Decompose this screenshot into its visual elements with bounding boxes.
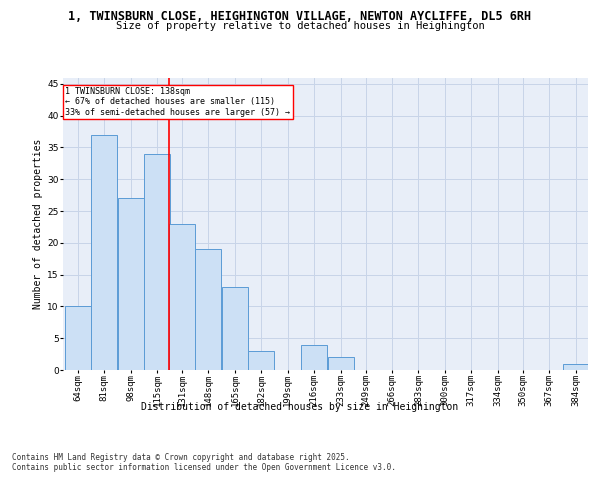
Bar [65,306,91,370]
Bar [91,134,117,370]
Text: 1, TWINSBURN CLOSE, HEIGHINGTON VILLAGE, NEWTON AYCLIFFE, DL5 6RH: 1, TWINSBURN CLOSE, HEIGHINGTON VILLAGE,… [68,10,532,23]
Bar [118,198,143,370]
Text: Size of property relative to detached houses in Heighington: Size of property relative to detached ho… [116,21,484,31]
Bar [196,249,221,370]
Bar [222,288,248,370]
Bar [144,154,170,370]
Text: Contains HM Land Registry data © Crown copyright and database right 2025.
Contai: Contains HM Land Registry data © Crown c… [12,452,396,472]
Bar [248,351,274,370]
Bar [328,358,353,370]
Bar [301,344,327,370]
Y-axis label: Number of detached properties: Number of detached properties [33,138,43,309]
Bar [563,364,589,370]
Text: Distribution of detached houses by size in Heighington: Distribution of detached houses by size … [142,402,458,412]
Text: 1 TWINSBURN CLOSE: 138sqm
← 67% of detached houses are smaller (115)
33% of semi: 1 TWINSBURN CLOSE: 138sqm ← 67% of detac… [65,87,290,117]
Bar [169,224,195,370]
